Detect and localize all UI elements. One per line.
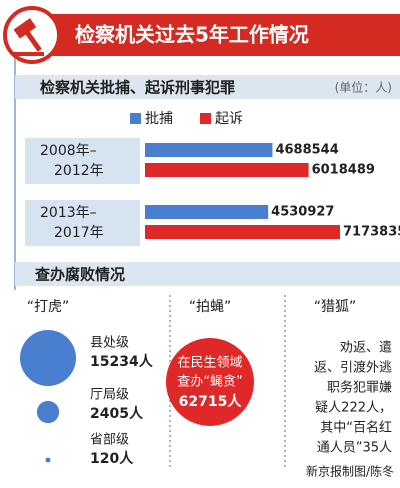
- foxes-text: 职务犯罪嫌: [327, 380, 392, 396]
- count-label: 2405人: [90, 405, 144, 422]
- tiger-circle: [36, 400, 60, 424]
- column-label: “猎狐”: [314, 299, 357, 315]
- category-box: [25, 200, 140, 246]
- category-label: 2012年: [54, 163, 104, 179]
- section-title: 查办腐败情况: [35, 266, 125, 284]
- column-label: “拍蝇”: [189, 299, 232, 315]
- title-banner: [40, 14, 400, 56]
- legend-label: 起诉: [215, 111, 243, 127]
- flies-text: 查办“蝇贪”: [177, 375, 242, 390]
- category-label: 2017年: [54, 225, 104, 241]
- icon-base: [14, 52, 44, 56]
- section-header: [15, 75, 400, 99]
- unit-label: (单位：人): [335, 80, 392, 95]
- bar: [145, 205, 269, 219]
- value-label: 4688544: [275, 143, 338, 158]
- foxes-text: 劝返、遣: [340, 341, 392, 356]
- level-label: 厅局级: [90, 388, 129, 403]
- page-title: 检察机关过去5年工作情况: [75, 23, 309, 47]
- credit: 新京报制图/陈冬: [306, 464, 394, 479]
- legend-label: 批捕: [145, 111, 173, 127]
- count-label: 15234人: [90, 353, 154, 370]
- chart-title: 检察机关批捕、起诉刑事犯罪: [40, 79, 235, 97]
- legend-swatch: [200, 113, 211, 124]
- flies-text: 在民生领域: [177, 356, 242, 371]
- count-label: 120人: [90, 450, 134, 467]
- gavel-icon: [13, 18, 42, 52]
- flies-circle: [166, 338, 254, 426]
- bar: [145, 163, 309, 177]
- level-label: 省部级: [90, 433, 129, 448]
- section-header: [15, 262, 400, 286]
- column-label: “打虎”: [27, 298, 70, 315]
- category-label: 2008年–: [40, 143, 97, 159]
- foxes-text: 其中“百名红: [320, 420, 392, 436]
- tiger-circle: [45, 457, 51, 463]
- bar: [145, 143, 273, 157]
- value-label: 6018489: [312, 163, 375, 178]
- foxes-text: 疑人222人，: [315, 400, 392, 416]
- legend-swatch: [130, 113, 141, 124]
- category-label: 2013年–: [40, 205, 97, 221]
- value-label: 7173835: [343, 225, 400, 240]
- level-label: 县处级: [90, 336, 129, 351]
- category-box: [25, 138, 140, 184]
- value-label: 4530927: [271, 205, 334, 220]
- foxes-text: 通人员”35人: [317, 441, 392, 456]
- tiger-circle: [20, 330, 76, 386]
- flies-text: 62715人: [179, 393, 243, 410]
- foxes-text: 返、引渡外逃: [314, 360, 392, 376]
- bar: [145, 225, 340, 239]
